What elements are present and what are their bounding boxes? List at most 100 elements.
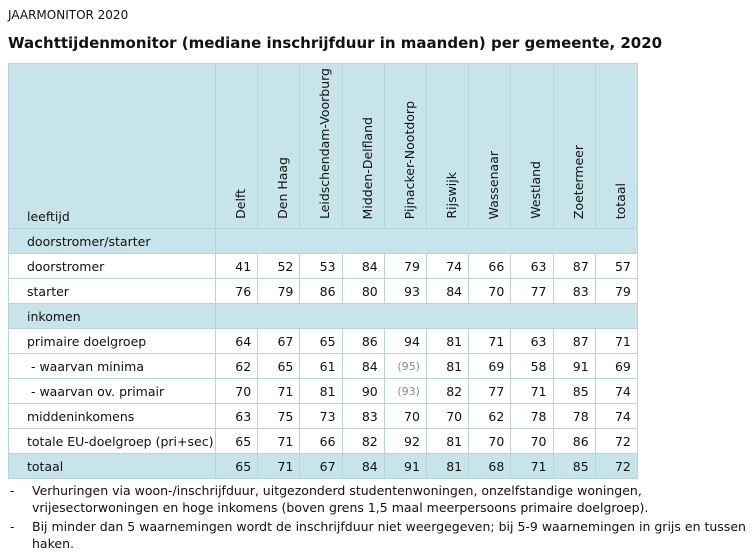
column-header: Zoetermeer: [570, 144, 586, 219]
column-header-cell: Delft: [214, 63, 259, 229]
value-cell: 76: [214, 278, 259, 304]
value-cell: 58: [510, 353, 554, 379]
title: Wachttijdenmonitor (mediane inschrijfduu…: [8, 34, 663, 52]
value-cell: 73: [299, 403, 343, 429]
footnote: Bij minder dan 5 waarnemingen wordt de i…: [8, 518, 753, 552]
value-cell: 93: [383, 278, 427, 304]
value-cell: 77: [468, 378, 512, 404]
section-label: doorstromer/starter: [8, 228, 216, 254]
value-cell: 70: [383, 403, 427, 429]
value-cell: 87: [552, 328, 596, 354]
column-header: Delft: [233, 189, 249, 219]
value-cell: 74: [594, 378, 638, 404]
value-cell: 68: [468, 453, 512, 479]
table-row: starter 76 79 86 80 93 84 70 77 83 79: [8, 278, 638, 304]
value-cell: 52: [257, 253, 301, 279]
value-cell: 74: [594, 403, 638, 429]
row-label: totaal: [8, 453, 216, 479]
column-header: Pijnacker-Nootdorp: [401, 100, 417, 219]
column-header: Rijswijk: [444, 172, 460, 219]
column-header-cell: Westland: [510, 63, 554, 229]
section-fill: [215, 228, 638, 254]
column-header-cell: Pijnacker-Nootdorp: [383, 63, 427, 229]
value-cell: 84: [425, 278, 470, 304]
value-cell: 84: [341, 253, 385, 279]
value-cell: 79: [594, 278, 638, 304]
table-row: doorstromer/starter: [8, 228, 638, 254]
value-cell: 71: [510, 453, 554, 479]
column-header-cell: Midden-Delfland: [341, 63, 385, 229]
row-label: middeninkomens: [8, 403, 216, 429]
value-cell: 86: [299, 278, 343, 304]
value-cell: 87: [552, 253, 596, 279]
value-cell: 94: [383, 328, 427, 354]
value-cell: 82: [341, 428, 385, 454]
value-cell: 70: [510, 428, 554, 454]
value-cell: 71: [594, 328, 638, 354]
column-header: Westland: [528, 161, 544, 219]
value-cell: 74: [425, 253, 470, 279]
value-cell: 65: [214, 428, 259, 454]
column-header: Midden-Delfland: [359, 116, 375, 219]
value-cell: 75: [257, 403, 301, 429]
table-row: middeninkomens 63 75 73 83 70 70 62 78 78 74: [8, 403, 638, 429]
row-label: starter: [8, 278, 216, 304]
value-cell: (93): [383, 378, 427, 404]
footnote: Verhuringen via woon-/inschrijfduur, uit…: [8, 482, 753, 516]
row-label: totale EU-doelgroep (pri+sec): [8, 428, 216, 454]
column-header: totaal: [612, 182, 628, 219]
value-cell: 62: [468, 403, 512, 429]
value-cell: 80: [341, 278, 385, 304]
value-cell: 65: [299, 328, 343, 354]
value-cell: 72: [594, 453, 638, 479]
value-cell: 71: [257, 453, 301, 479]
value-cell: 71: [257, 428, 301, 454]
section-fill: [215, 303, 638, 329]
value-cell: 41: [214, 253, 259, 279]
value-cell: 65: [214, 453, 259, 479]
value-cell: 86: [552, 428, 596, 454]
value-cell: 61: [299, 353, 343, 379]
column-header-cell: Den Haag: [257, 63, 301, 229]
value-cell: 85: [552, 378, 596, 404]
value-cell: 81: [425, 453, 470, 479]
value-cell: 84: [341, 353, 385, 379]
column-header-cell: Zoetermeer: [552, 63, 596, 229]
row-label: primaire doelgroep: [8, 328, 216, 354]
value-cell: 70: [468, 278, 512, 304]
value-cell: 78: [510, 403, 554, 429]
value-cell: 81: [425, 328, 470, 354]
value-cell: 92: [383, 428, 427, 454]
value-cell: 71: [510, 378, 554, 404]
value-cell: 81: [299, 378, 343, 404]
column-header-cell: Leidschendam-Voorburg: [299, 63, 343, 229]
value-cell: 83: [552, 278, 596, 304]
value-cell: 81: [425, 353, 470, 379]
table-row: - waarvan minima 62 65 61 84 (95) 81 69 58 91 69: [8, 353, 638, 379]
value-cell: 79: [383, 253, 427, 279]
value-cell: 72: [594, 428, 638, 454]
value-cell: 63: [510, 253, 554, 279]
value-cell: 79: [257, 278, 301, 304]
wait-time-table: leeftijd Delft Den Haag Leidschendam-Voorbu…: [8, 63, 638, 479]
value-cell: 77: [510, 278, 554, 304]
footnotes: Verhuringen via woon-/inschrijfduur, uit…: [8, 482, 753, 554]
column-header: Den Haag: [275, 157, 291, 219]
value-cell: 82: [425, 378, 470, 404]
value-cell: 69: [468, 353, 512, 379]
value-cell: 90: [341, 378, 385, 404]
kicker: JAARMONITOR 2020: [8, 8, 129, 22]
table-row: primaire doelgroep 64 67 65 86 94 81 71 63 87 71: [8, 328, 638, 354]
table-row: totale EU-doelgroep (pri+sec) 65 71 66 82 92 8…: [8, 428, 638, 454]
value-cell: 70: [468, 428, 512, 454]
value-cell: 84: [341, 453, 385, 479]
value-cell: 83: [341, 403, 385, 429]
value-cell: 67: [257, 328, 301, 354]
row-label: - waarvan ov. primair: [8, 378, 216, 404]
value-cell: 85: [552, 453, 596, 479]
row-label: - waarvan minima: [8, 353, 216, 379]
section-label: inkomen: [8, 303, 216, 329]
column-header-cell: Rijswijk: [425, 63, 470, 229]
value-cell: 70: [425, 403, 470, 429]
